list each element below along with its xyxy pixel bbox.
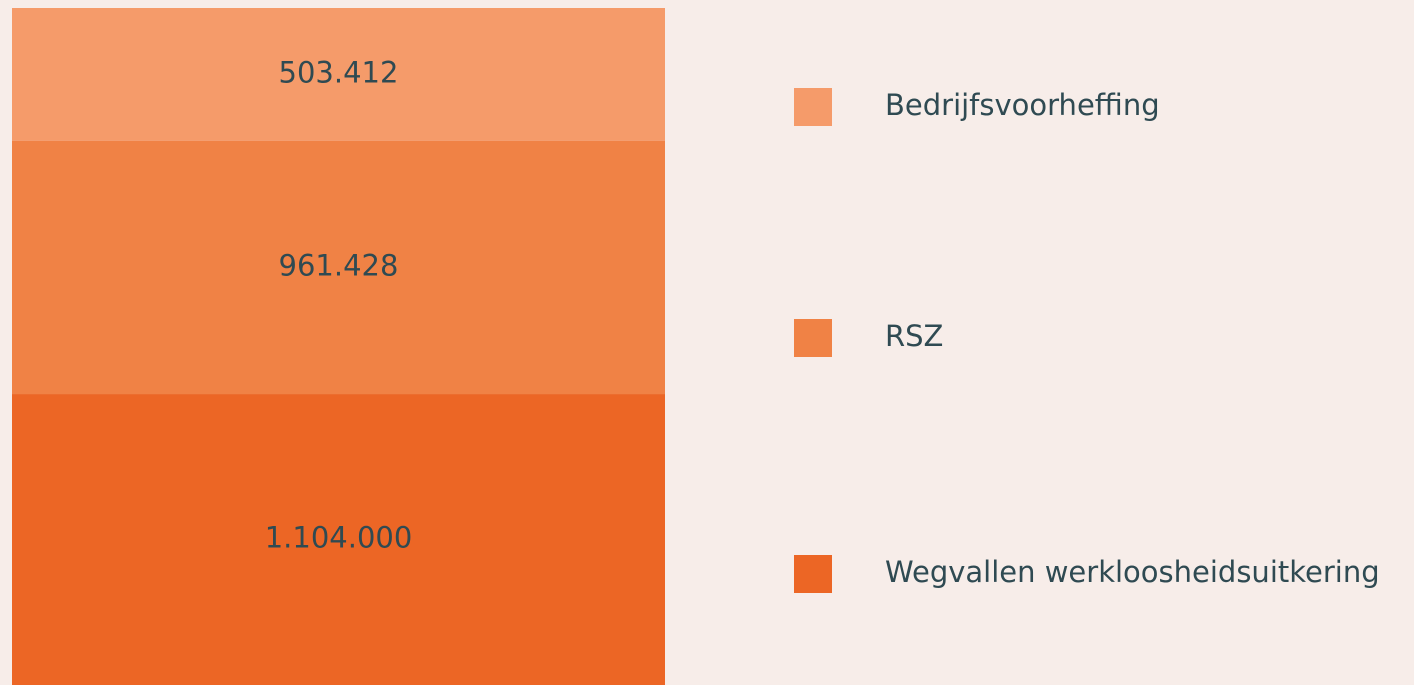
legend-label: Wegvallen werkloosheidsuitkering [885, 555, 1380, 589]
legend-label: Bedrijfsvoorheffing [885, 88, 1160, 122]
value-label: 961.428 [279, 248, 399, 282]
bar-segment [12, 140, 665, 395]
legend-swatch [794, 319, 832, 357]
legend-label: RSZ [885, 319, 943, 353]
bar-segment [12, 394, 665, 685]
bar-segment [12, 8, 665, 141]
value-label: 503.412 [279, 55, 399, 89]
legend-swatch [794, 88, 832, 126]
value-label: 1.104.000 [265, 521, 413, 555]
legend-swatch [794, 555, 832, 593]
